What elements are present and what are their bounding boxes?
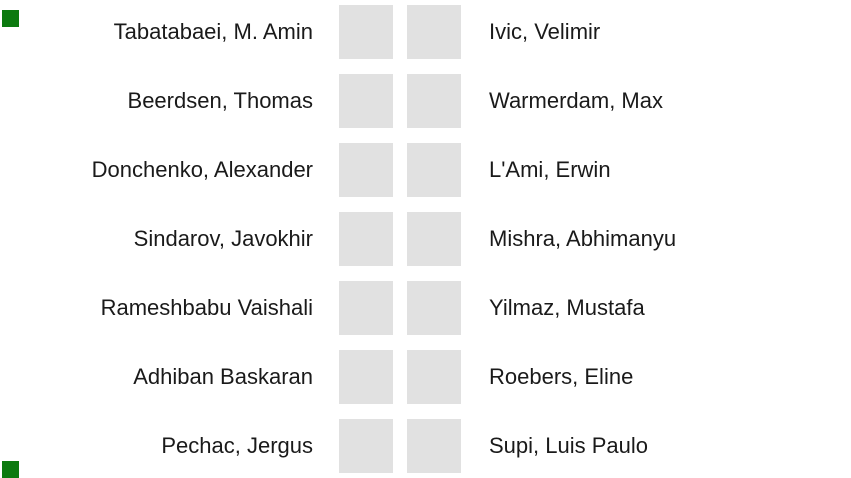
result-box-right[interactable] xyxy=(407,349,461,404)
result-box-left[interactable] xyxy=(339,142,393,197)
result-box-left[interactable] xyxy=(339,280,393,335)
pairing-row: Beerdsen, Thomas Warmerdam, Max xyxy=(0,66,851,135)
player-name-left: Pechac, Jergus xyxy=(161,432,313,458)
result-box-right[interactable] xyxy=(407,211,461,266)
pairing-row: Rameshbabu Vaishali Yilmaz, Mustafa xyxy=(0,273,851,342)
pairing-row: Sindarov, Javokhir Mishra, Abhimanyu xyxy=(0,204,851,273)
result-box-left[interactable] xyxy=(339,418,393,473)
player-name-left: Beerdsen, Thomas xyxy=(127,87,313,113)
player-name-left: Rameshbabu Vaishali xyxy=(100,294,313,320)
green-marker-top-icon xyxy=(2,10,19,27)
player-name-left: Adhiban Baskaran xyxy=(133,363,313,389)
result-boxes xyxy=(339,73,461,128)
result-box-left[interactable] xyxy=(339,4,393,59)
player-name-left: Donchenko, Alexander xyxy=(91,156,313,182)
result-box-left[interactable] xyxy=(339,73,393,128)
result-boxes xyxy=(339,211,461,266)
result-boxes xyxy=(339,280,461,335)
player-name-right: Yilmaz, Mustafa xyxy=(489,294,645,320)
pairing-row: Tabatabaei, M. Amin Ivic, Velimir xyxy=(0,0,851,66)
result-boxes xyxy=(339,418,461,473)
result-boxes xyxy=(339,142,461,197)
player-name-right: Supi, Luis Paulo xyxy=(489,432,648,458)
result-box-right[interactable] xyxy=(407,73,461,128)
player-name-right: Warmerdam, Max xyxy=(489,87,663,113)
result-box-right[interactable] xyxy=(407,280,461,335)
result-box-left[interactable] xyxy=(339,349,393,404)
player-name-left: Tabatabaei, M. Amin xyxy=(113,18,313,44)
result-boxes xyxy=(339,4,461,59)
result-boxes xyxy=(339,349,461,404)
player-name-right: Roebers, Eline xyxy=(489,363,634,389)
player-name-right: Mishra, Abhimanyu xyxy=(489,225,677,251)
pairing-row: Pechac, Jergus Supi, Luis Paulo xyxy=(0,411,851,478)
pairing-row: Adhiban Baskaran Roebers, Eline xyxy=(0,342,851,411)
player-name-left: Sindarov, Javokhir xyxy=(133,225,313,251)
player-name-right: Ivic, Velimir xyxy=(489,18,601,44)
pairing-row: Donchenko, Alexander L'Ami, Erwin xyxy=(0,135,851,204)
result-box-right[interactable] xyxy=(407,4,461,59)
result-box-right[interactable] xyxy=(407,418,461,473)
result-box-left[interactable] xyxy=(339,211,393,266)
green-marker-bottom-icon xyxy=(2,461,19,478)
result-box-right[interactable] xyxy=(407,142,461,197)
player-name-right: L'Ami, Erwin xyxy=(489,156,611,182)
